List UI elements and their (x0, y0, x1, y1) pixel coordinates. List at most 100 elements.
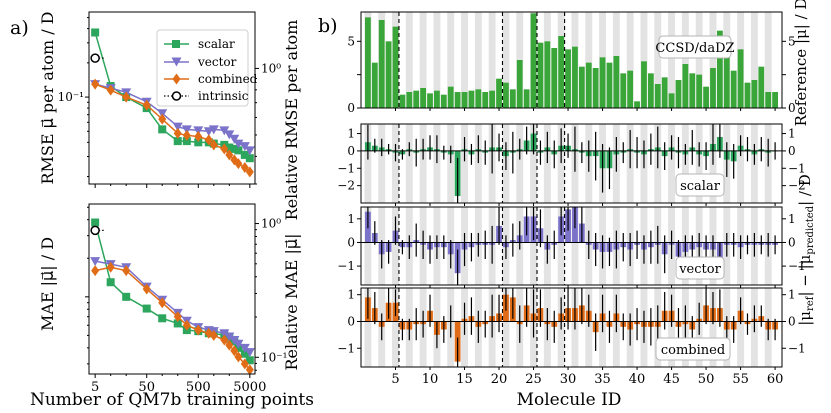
combined-point (220, 334, 229, 346)
intrinsic-point (90, 225, 100, 236)
rmse-chart-ticks: 10⁻¹ 10⁰ (58, 17, 281, 188)
x-tick-label: 50 (138, 380, 155, 395)
panel-label-b: b) (318, 15, 338, 37)
molecule-stripe (447, 124, 455, 203)
legend-item-combined: combined (164, 72, 258, 86)
molecule-stripe (474, 12, 482, 108)
combined-line (94, 266, 251, 371)
reference-ylabel: Reference |μ| / D (792, 0, 810, 126)
mae-chart: 10⁰ 10⁻¹ 5 50 500 5000 MAE |μ⃗| / D Relative … (30, 203, 314, 410)
molecule-stripe (737, 288, 745, 367)
legend: scalar vector combined intrinsic (156, 29, 258, 107)
molecule-stripe (668, 288, 676, 367)
molecule-bar (675, 80, 682, 108)
molecule-stripe (502, 12, 510, 108)
scalar-point (142, 304, 151, 313)
molecule-stripe (461, 124, 468, 203)
molecule-stripe (530, 124, 537, 203)
molecule-bar (613, 56, 620, 108)
combined-point (158, 297, 167, 309)
legend-item-intrinsic: intrinsic (164, 89, 249, 103)
rmse-chart-frame (88, 11, 256, 185)
y-tick-label: −1 (337, 161, 355, 175)
combined-point (122, 265, 131, 277)
scalar-point (245, 356, 254, 365)
x-tick-label: 25 (525, 372, 542, 387)
right-tick-label: 10⁰ (261, 217, 281, 231)
legend-label-scalar: scalar (198, 37, 235, 51)
right-tick-label: 10⁰ (261, 61, 281, 75)
y-tick-label-right: −1 (788, 341, 806, 355)
mae-chart-ticks: 10⁰ 10⁻¹ 5 50 500 5000 (85, 206, 287, 395)
vector-point (244, 348, 255, 358)
y-tick-label: −2 (337, 179, 355, 193)
x-tick-label: 30 (560, 372, 577, 387)
molecule-bar (737, 49, 744, 108)
molecule-stripe (502, 288, 510, 367)
molecule-bar (606, 62, 613, 108)
y-tick-label: −1 (337, 341, 355, 355)
scalar-point (240, 349, 249, 358)
molecule-bar (468, 90, 475, 108)
combined-point (182, 129, 191, 141)
vector-error-chart: −1 −1 0 0 1 1 vector (337, 206, 806, 288)
molecule-bar (558, 36, 565, 108)
molecule-bar (482, 92, 489, 108)
mae-ylabel: MAE |μ⃗| / D (38, 237, 57, 331)
rmse-ylabel: RMSE μ⃗ per atom / D (38, 11, 57, 184)
legend-label-intrinsic: intrinsic (198, 89, 249, 103)
molecule-stripe (461, 12, 468, 108)
vector-point (233, 139, 244, 149)
scalar-point (234, 146, 243, 155)
vector-point (244, 146, 255, 156)
combined-point (245, 166, 254, 178)
y-tick-label-right: −1 (788, 161, 806, 175)
molecule-stripe (364, 124, 372, 203)
y-tick-label-right: 5 (788, 34, 796, 48)
molecule-stripe (557, 124, 565, 203)
combined-point (106, 261, 115, 273)
scalar-point (173, 319, 182, 328)
vector-point (239, 142, 250, 152)
molecule-stripe (557, 207, 565, 285)
combined-point (209, 329, 218, 341)
y-tick-label-right: 1 (788, 288, 796, 302)
vector-point (224, 332, 235, 342)
combined-point (142, 283, 151, 295)
scalar-point (245, 154, 254, 163)
molecule-bar (544, 41, 551, 109)
molecule-stripe (737, 124, 745, 203)
y-tick-label-right: 0 (788, 235, 796, 249)
molecule-bar (599, 57, 606, 108)
combined-point (173, 127, 182, 139)
combined-point (204, 134, 213, 146)
molecule-bar (751, 80, 758, 108)
vector-point (219, 329, 230, 339)
molecule-bar (565, 49, 571, 108)
molecule-bar (385, 41, 392, 109)
molecule-stripe (405, 12, 413, 108)
molecule-bar (641, 61, 647, 108)
annotation-label: combined (661, 343, 725, 358)
molecule-stripe (530, 207, 537, 285)
molecule-bar (523, 89, 530, 108)
combined-point (209, 139, 218, 151)
legend-frame (156, 29, 249, 107)
combined-point (173, 311, 182, 323)
mae-xlabel: Number of QM7b training points (30, 390, 314, 410)
molecule-bar (537, 42, 544, 108)
annotation-label: CCSD/daDZ (655, 41, 734, 56)
molecule-xlabel: Molecule ID (517, 390, 622, 410)
molecule-bar (668, 93, 675, 108)
scalar-point (91, 218, 100, 227)
molecule-bar (516, 60, 523, 108)
x-tick-label: 5 (391, 372, 399, 387)
vector-point (181, 125, 192, 135)
molecule-stripe (750, 12, 758, 108)
molecule-bar (592, 68, 599, 108)
scalar-error-chart: −2 −2 −1 −1 0 0 1 1 scalar (337, 123, 806, 206)
molecule-stripe (392, 124, 399, 203)
scalar-point (173, 137, 182, 146)
